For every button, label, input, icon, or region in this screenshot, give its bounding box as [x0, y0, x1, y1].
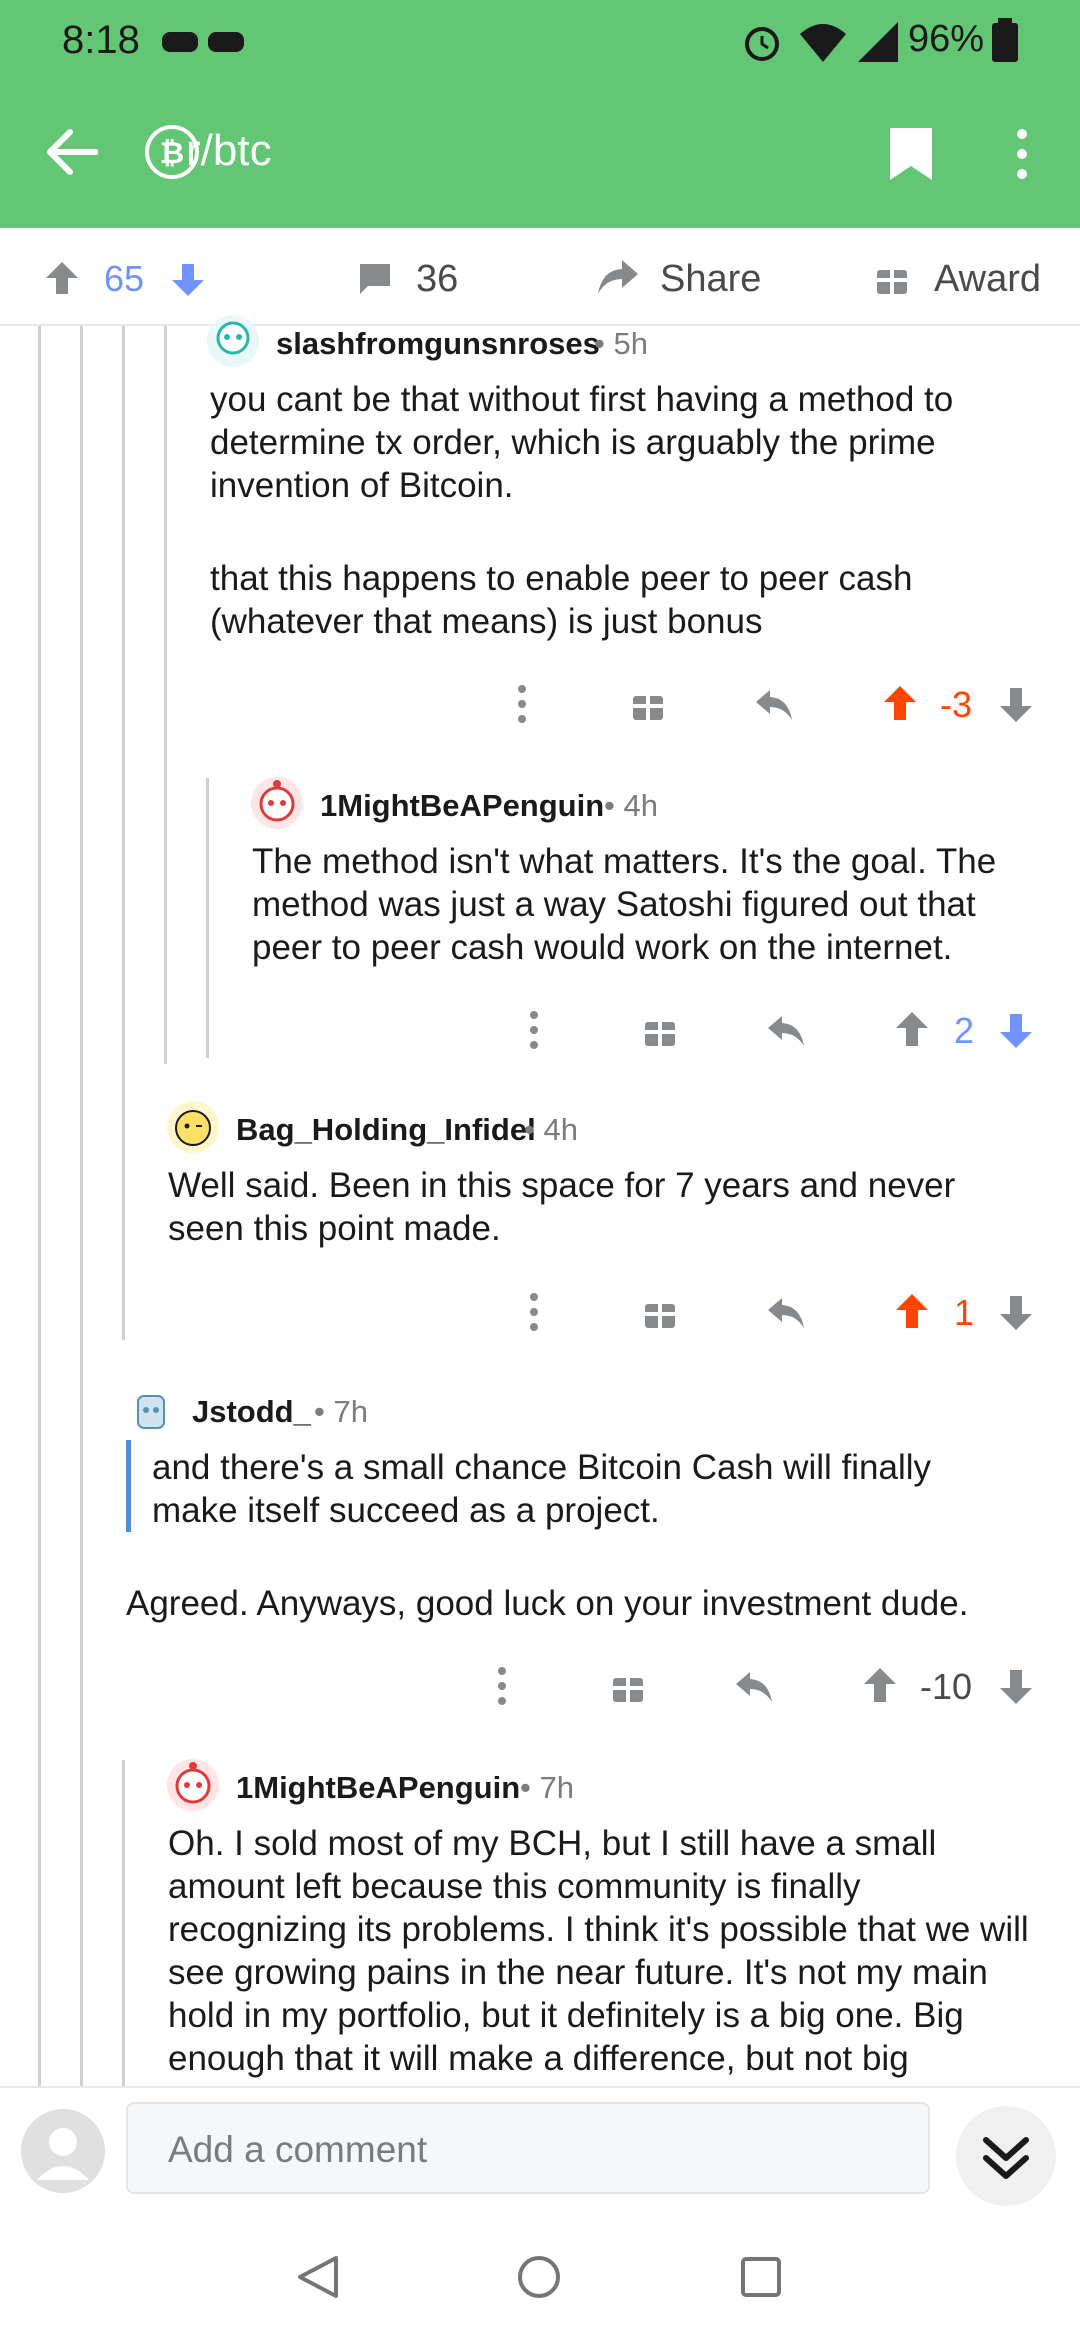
thread-line — [206, 778, 209, 1058]
thread-line — [122, 1760, 125, 2086]
bitcoin-subreddit-icon: ₿ — [145, 125, 199, 179]
comment-body: Well said. Been in this space for 7 year… — [168, 1164, 1028, 1250]
nav-home-icon[interactable] — [516, 2254, 562, 2300]
avatar[interactable] — [206, 314, 260, 368]
scroll-next-button[interactable] — [956, 2106, 1056, 2206]
nav-recents-icon[interactable] — [740, 2256, 782, 2298]
gamepad-notification-icon — [162, 32, 244, 52]
award-button[interactable]: Award — [934, 258, 1042, 300]
more-vertical-icon[interactable] — [524, 1292, 544, 1332]
thread-line — [122, 326, 125, 1340]
system-nav-bar — [0, 2216, 1080, 2340]
downvote-icon[interactable] — [998, 686, 1034, 724]
comment-body: Oh. I sold most of my BCH, but I still h… — [168, 1822, 1048, 2086]
battery-icon — [992, 18, 1018, 62]
reply-icon[interactable] — [754, 688, 794, 722]
downvote-icon[interactable] — [998, 1012, 1034, 1050]
comment-time: • 7h — [314, 1394, 368, 1429]
thread-line — [80, 326, 83, 2086]
bookmark-icon[interactable] — [888, 126, 934, 182]
reply-icon[interactable] — [766, 1296, 806, 1330]
blockquote-bar — [126, 1440, 131, 1532]
award-gift-icon[interactable] — [610, 1668, 646, 1704]
post-action-bar — [0, 228, 1080, 326]
nav-back-icon[interactable] — [296, 2254, 340, 2300]
comment-author[interactable]: Bag_Holding_Infidel — [236, 1112, 536, 1147]
more-vertical-icon[interactable] — [1012, 128, 1032, 180]
user-avatar-icon[interactable] — [20, 2108, 106, 2194]
comment-time: • 4h — [524, 1112, 578, 1147]
share-button[interactable]: Share — [660, 258, 762, 300]
post-upvote-icon[interactable] — [44, 260, 80, 296]
upvote-icon[interactable] — [882, 684, 918, 722]
quoted-text: and there's a small chance Bitcoin Cash … — [152, 1448, 931, 1530]
award-gift-icon[interactable] — [642, 1294, 678, 1330]
comment-paragraph: Well said. Been in this space for 7 year… — [168, 1166, 956, 1248]
comment-author[interactable]: 1MightBeAPenguin — [236, 1770, 521, 1805]
avatar[interactable] — [250, 776, 304, 830]
comment-score: -3 — [940, 684, 973, 725]
status-bar: 8:18 96% — [0, 0, 1080, 80]
comments-icon[interactable] — [356, 260, 394, 298]
avatar[interactable] — [124, 1384, 178, 1438]
comment-paragraph: Oh. I sold most of my BCH, but I still h… — [168, 1824, 1029, 2078]
avatar[interactable] — [166, 1758, 220, 1812]
comment-paragraph: The method isn't what matters. It's the … — [252, 842, 997, 967]
award-gift-icon[interactable] — [642, 1012, 678, 1048]
double-chevron-down-icon — [983, 2137, 1029, 2179]
comment-input[interactable]: Add a comment — [126, 2102, 930, 2194]
reply-icon[interactable] — [734, 1670, 774, 1704]
comment-score: 2 — [954, 1010, 975, 1051]
comment-score: -10 — [920, 1666, 973, 1707]
comment-paragraph: you cant be that without first having a … — [210, 380, 954, 505]
wifi-icon — [800, 24, 846, 62]
svg-text:₿: ₿ — [160, 136, 184, 171]
upvote-icon[interactable] — [862, 1666, 898, 1704]
downvote-icon[interactable] — [998, 1294, 1034, 1332]
post-score: 65 — [104, 258, 145, 299]
upvote-icon[interactable] — [894, 1010, 930, 1048]
comment-author[interactable]: slashfromgunsnroses — [276, 326, 600, 361]
post-downvote-icon[interactable] — [170, 262, 206, 298]
comment-paragraph: Agreed. Anyways, good luck on your inves… — [126, 1584, 969, 1623]
thread-line — [38, 326, 41, 2086]
award-gift-icon[interactable] — [630, 686, 666, 722]
comment-body: you cant be that without first having a … — [210, 378, 1030, 643]
comment-score: 1 — [954, 1292, 975, 1333]
avatar[interactable] — [166, 1100, 220, 1154]
battery-percent: 96% — [907, 18, 984, 60]
comment-body: The method isn't what matters. It's the … — [252, 840, 1052, 969]
more-vertical-icon[interactable] — [524, 1010, 544, 1050]
cell-signal-icon — [858, 22, 898, 62]
comment-author[interactable]: 1MightBeAPenguin — [320, 788, 605, 823]
back-arrow-icon[interactable] — [46, 128, 98, 176]
comment-paragraph: that this happens to enable peer to peer… — [210, 559, 913, 641]
more-vertical-icon[interactable] — [492, 1666, 512, 1706]
downvote-icon[interactable] — [998, 1668, 1034, 1706]
upvote-icon[interactable] — [894, 1292, 930, 1330]
more-vertical-icon[interactable] — [512, 684, 532, 724]
award-gift-icon[interactable] — [874, 260, 910, 296]
alarm-icon — [745, 27, 779, 61]
comment-time: • 5h — [594, 326, 648, 361]
status-time: 8:18 — [62, 18, 140, 62]
subreddit-title[interactable]: r/btc — [186, 126, 272, 175]
thread-line — [164, 326, 167, 1064]
comment-time: • 7h — [520, 1770, 574, 1805]
comment-body: Agreed. Anyways, good luck on your inves… — [126, 1582, 1026, 1625]
comment-count[interactable]: 36 — [416, 258, 459, 300]
share-icon[interactable] — [596, 256, 640, 296]
comment-author[interactable]: Jstodd_ — [192, 1394, 311, 1429]
reply-icon[interactable] — [766, 1014, 806, 1048]
comment-time: • 4h — [604, 788, 658, 823]
